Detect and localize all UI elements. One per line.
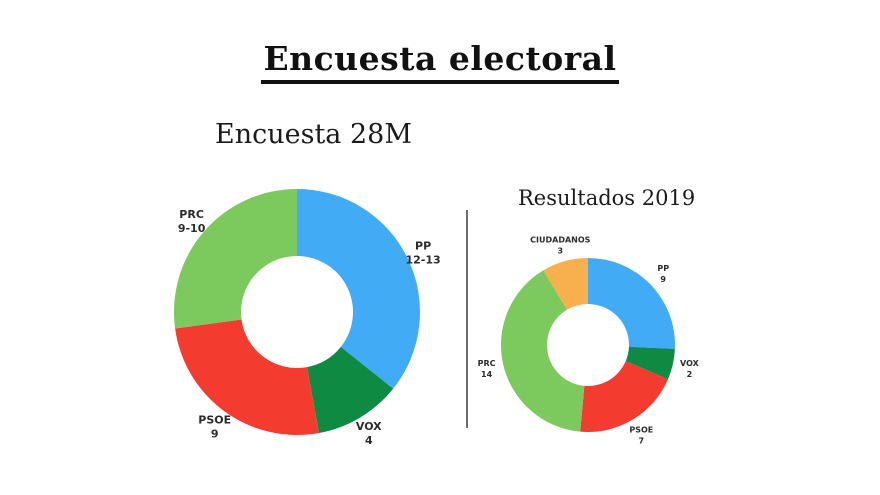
title-row: Encuesta electoral: [0, 41, 880, 84]
donut-chart-encuesta-28m: PP 12-13 VOX 4 PSOE 9 PRC 9-10: [173, 188, 441, 447]
right-chart-title: Resultados 2019: [518, 186, 696, 210]
slice-vox: [307, 346, 394, 434]
donut-chart-resultados-2019: PP 9 VOX 2 PSOE 7 PRC 14 CIUDADANOS 3: [478, 236, 700, 446]
slice-pp: [588, 258, 675, 349]
slice-label-vox: VOX 4: [356, 420, 382, 447]
slice-prc: [173, 188, 297, 329]
slice-label-psoe: PSOE 7: [629, 425, 653, 445]
slice-label-psoe: PSOE 9: [198, 413, 231, 440]
slice-psoe: [580, 361, 668, 433]
slice-label-prc: PRC 14: [478, 359, 496, 379]
slice-vox: [625, 346, 675, 380]
vertical-divider: [466, 210, 468, 428]
slice-label-pp: PP 9: [657, 264, 669, 284]
slice-label-pp: PP 12-13: [406, 239, 441, 266]
slice-label-prc: PRC 9-10: [178, 208, 206, 235]
slice-psoe: [175, 319, 319, 435]
slice-ciudadanos: [543, 258, 588, 310]
slice-label-ciudadanos: CIUDADANOS 3: [530, 236, 591, 256]
left-chart-title: Encuesta 28M: [215, 119, 412, 150]
slice-prc: [500, 270, 585, 432]
page-title: Encuesta electoral: [261, 41, 619, 84]
slice-label-vox: VOX 2: [680, 359, 700, 379]
slice-pp: [297, 189, 421, 389]
